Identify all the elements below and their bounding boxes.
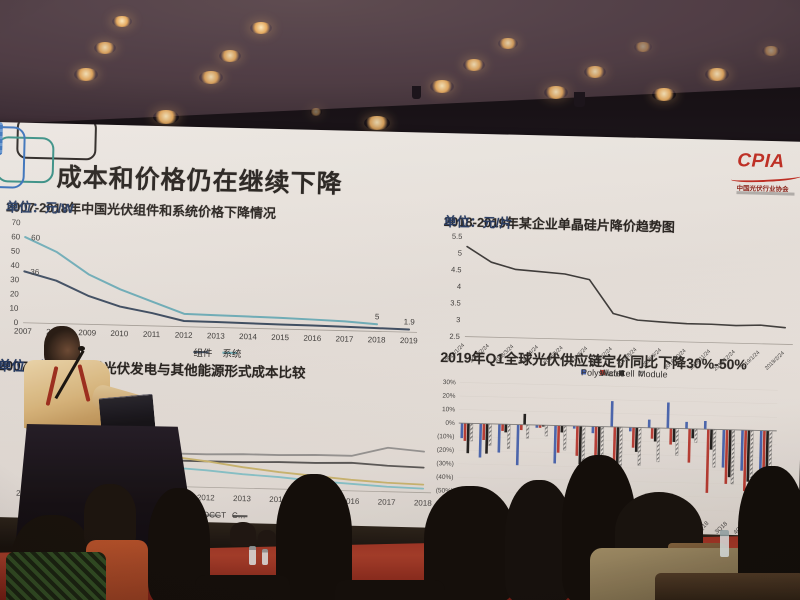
svg-text:2012: 2012 [197, 493, 216, 502]
svg-text:40: 40 [10, 261, 20, 270]
svg-text:0: 0 [14, 318, 19, 327]
svg-text:2019: 2019 [400, 336, 419, 345]
ceiling-light-icon [544, 86, 568, 99]
svg-text:2015: 2015 [271, 333, 290, 342]
audience-head [84, 484, 136, 548]
svg-text:30%: 30% [443, 379, 456, 386]
svg-text:2012: 2012 [175, 330, 194, 339]
ceiling-light-icon [430, 80, 454, 93]
chart-unit: 单位：元/片 [443, 214, 513, 231]
ceiling-light-icon [94, 42, 116, 54]
svg-text:(10%): (10%) [437, 433, 455, 440]
ceiling-light-icon [584, 66, 606, 78]
svg-text:2014: 2014 [239, 332, 258, 341]
svg-text:2018: 2018 [414, 498, 433, 507]
cpia-logo-text: CPIA [737, 150, 785, 173]
svg-text:70: 70 [12, 218, 22, 227]
legend-item: Cell [618, 367, 635, 379]
ceiling-speaker [574, 92, 585, 107]
audience-head [505, 480, 573, 600]
svg-text:10%: 10% [442, 406, 455, 413]
cpia-logo-caption-bar [736, 191, 795, 196]
audience-head [258, 530, 276, 546]
water-bottle [262, 549, 268, 565]
audience-head [230, 522, 256, 546]
ceiling-light-icon [364, 116, 390, 130]
svg-text:2013: 2013 [207, 331, 226, 340]
ceiling-light-icon [199, 71, 223, 84]
svg-text:30: 30 [10, 275, 20, 284]
svg-text:2017: 2017 [378, 497, 397, 506]
ceiling-lights [0, 0, 800, 132]
ceiling-light-icon [498, 38, 518, 49]
ceiling-light-icon [463, 59, 485, 71]
svg-text:60: 60 [31, 233, 41, 242]
svg-text:5.5: 5.5 [452, 232, 463, 241]
svg-text:2016: 2016 [341, 497, 360, 506]
ceiling-light-icon [219, 50, 241, 62]
svg-text:20%: 20% [442, 393, 455, 400]
svg-text:3.5: 3.5 [450, 298, 461, 307]
chart-module-system-prices: 2007-2018年中国光伏组件和系统价格下降情况 单位：元/W 70 60 50 4… [0, 196, 438, 360]
svg-text:(30%): (30%) [436, 460, 454, 467]
svg-text:0%: 0% [445, 420, 455, 427]
chair-back [655, 573, 800, 600]
chart-unit: 单位：元/W [5, 199, 74, 216]
ceiling-light-icon [250, 22, 272, 34]
ceiling-light-icon [762, 46, 780, 56]
slide-deco-rounded-rect-blue [0, 125, 26, 189]
svg-text:2.5: 2.5 [449, 332, 460, 341]
audience-shirt-plaid [6, 552, 106, 600]
svg-text:2014: 2014 [269, 495, 288, 504]
svg-text:3: 3 [456, 315, 460, 324]
svg-text:(20%): (20%) [437, 447, 455, 454]
svg-text:10: 10 [9, 304, 19, 313]
ceiling-light-icon [705, 68, 729, 81]
svg-text:20: 20 [10, 289, 20, 298]
svg-text:60: 60 [11, 232, 21, 241]
audience-shoulder [335, 580, 445, 600]
svg-text:4: 4 [457, 282, 461, 291]
legend-item: Wafer [599, 367, 624, 378]
svg-text:1.9: 1.9 [404, 317, 416, 326]
ceiling-light-icon [74, 68, 98, 81]
ceiling-light-icon [310, 108, 322, 116]
legend-item: Module [637, 368, 668, 380]
legend-item: Polysilicon [580, 366, 624, 378]
svg-text:2016: 2016 [303, 334, 322, 343]
svg-text:2013: 2013 [233, 494, 252, 503]
legend-item: 系统 [222, 348, 242, 360]
projector-screen: 成本和价格仍在继续下降 CPIA 中国光伏行业协会 2007-2018年中国光伏… [0, 122, 800, 538]
ceiling-light-icon [153, 110, 179, 124]
microphone-head-icon [78, 346, 85, 351]
svg-text:2018: 2018 [368, 335, 387, 344]
svg-text:2009: 2009 [78, 328, 97, 337]
legend-item: 组件 [193, 347, 213, 360]
audience-shoulder [195, 575, 290, 600]
svg-text:36: 36 [30, 268, 40, 277]
chart-wafer-price-trend: 2018-2019年某企业单晶硅片降价趋势图 单位：元/片 5.5 5 4.5 4 3.… [434, 211, 798, 385]
svg-text:(50%): (50%) [436, 487, 454, 494]
legend-item: C… [231, 511, 247, 521]
ceiling-light-icon [652, 88, 676, 101]
ceiling-speaker [412, 86, 421, 99]
ceiling-light-icon [112, 16, 132, 27]
svg-text:(40%): (40%) [436, 474, 454, 481]
svg-text:2017: 2017 [335, 334, 354, 343]
slide-title: 成本和价格仍在继续下降 [56, 163, 343, 199]
svg-text:50: 50 [11, 247, 21, 256]
svg-text:2007: 2007 [14, 327, 33, 336]
line-chart-svg: 7060504030201002007200820092010201120122… [9, 218, 419, 345]
svg-text:2010: 2010 [110, 329, 129, 338]
cpia-logo: CPIA 中国光伏行业协会 [730, 150, 800, 210]
ceiling-light-icon [634, 42, 652, 52]
svg-text:2011: 2011 [143, 330, 161, 339]
water-bottle [249, 546, 256, 565]
svg-text:5: 5 [458, 249, 462, 258]
svg-text:5: 5 [375, 312, 380, 321]
svg-text:4.5: 4.5 [451, 265, 462, 274]
water-bottle [720, 530, 729, 557]
